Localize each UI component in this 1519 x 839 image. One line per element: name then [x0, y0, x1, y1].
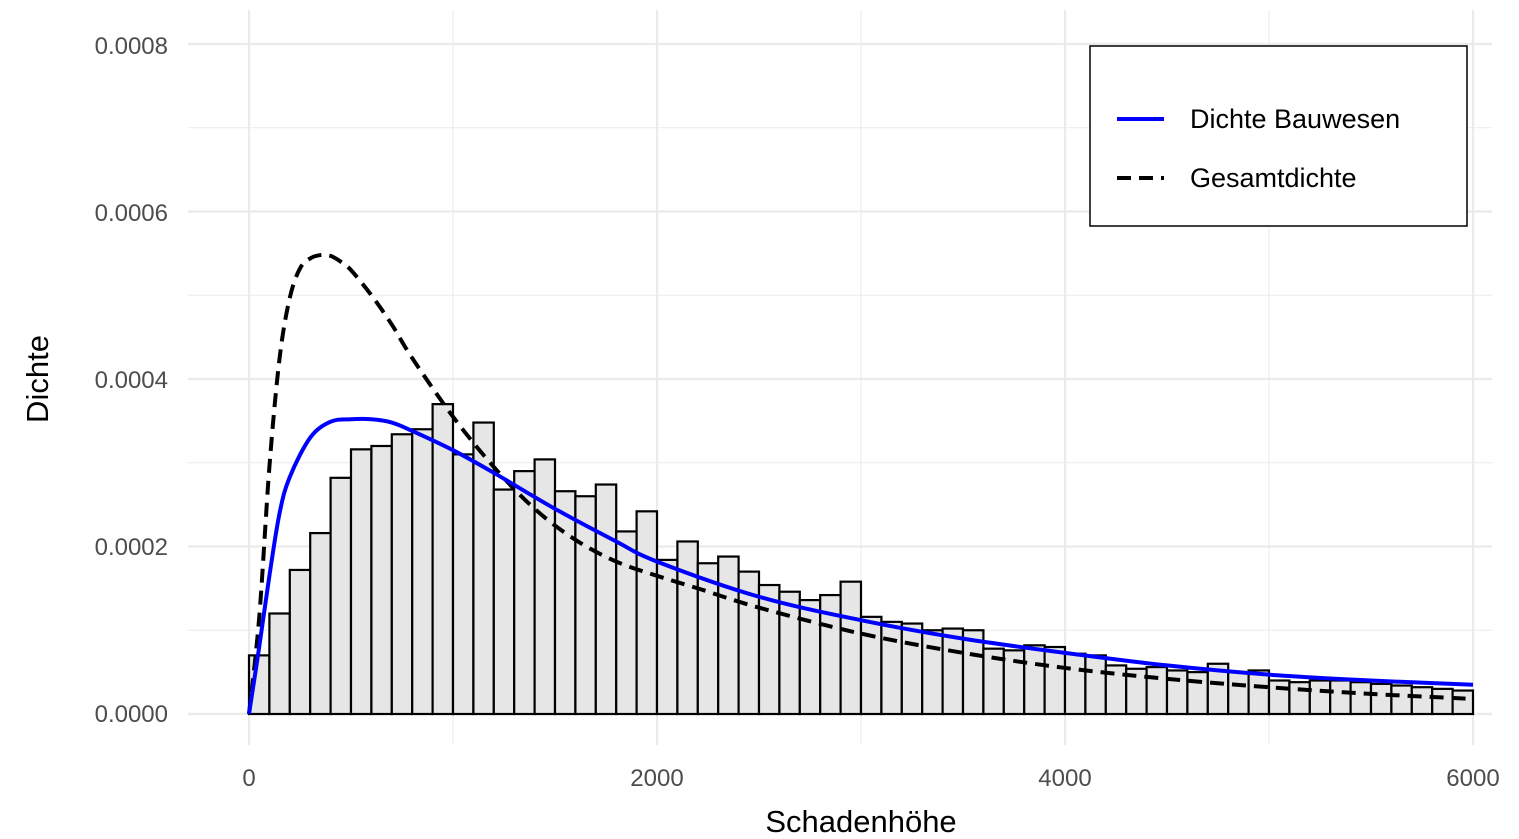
legend-box [1089, 45, 1468, 227]
histogram-bar [1023, 644, 1046, 716]
histogram-bar [717, 555, 740, 716]
histogram-bar [1247, 669, 1271, 716]
histogram-bar [798, 598, 822, 716]
y-tick-label: 0.0004 [95, 367, 168, 394]
histogram-bar [1165, 669, 1189, 716]
histogram-bar [1145, 665, 1169, 716]
histogram-bar [1329, 679, 1352, 716]
histogram-bar [1410, 686, 1434, 716]
y-tick-label: 0.0000 [95, 701, 168, 728]
histogram-bar [1288, 681, 1311, 716]
histogram-bar [615, 530, 638, 716]
y-axis-title: Dichte [20, 335, 55, 423]
histogram-bar [1227, 671, 1250, 716]
y-tick-label: 0.0006 [95, 200, 168, 227]
histogram-bar [329, 476, 353, 716]
histogram-bar [309, 531, 332, 716]
histogram-bar [594, 483, 618, 716]
histogram-bar [492, 488, 516, 716]
histogram-bar [1349, 681, 1373, 716]
density-lines [247, 252, 1474, 715]
x-tick-label: 2000 [630, 765, 683, 792]
histogram-bar [1186, 671, 1209, 716]
histogram-bar [757, 583, 781, 716]
histogram-bar [288, 568, 312, 716]
histogram-bar [1431, 687, 1454, 716]
histogram-bar [859, 615, 883, 716]
histogram-bar [1267, 679, 1291, 716]
histogram-bar [635, 510, 659, 716]
x-tick-label: 0 [242, 765, 255, 792]
histogram-bar [553, 490, 577, 716]
legend: Dichte Bauwesen Gesamtdichte [1089, 45, 1468, 227]
gesamtdichte-line [247, 252, 1474, 715]
histogram-bar [370, 444, 393, 716]
histogram-bar [941, 627, 965, 716]
histogram-bar [1390, 684, 1413, 716]
histogram-bar [1043, 645, 1067, 716]
histogram-bar [268, 612, 291, 716]
y-axis-tick-labels: 0.0000 0.0002 0.0004 0.0006 0.0008 [95, 33, 168, 728]
histogram-bar [880, 620, 903, 716]
y-tick-label: 0.0002 [95, 534, 168, 561]
histogram-bar [1308, 679, 1332, 716]
histogram-bar [900, 622, 924, 716]
x-axis-tick-labels: 0 2000 4000 6000 [242, 765, 1499, 792]
histogram-bar [921, 629, 944, 716]
histogram-bar [696, 562, 720, 716]
x-axis-title: Schadenhöhe [765, 804, 956, 839]
histogram-bar [1084, 654, 1107, 716]
histogram-bar [349, 448, 373, 716]
y-tick-label: 0.0008 [95, 33, 168, 60]
histogram-bar [676, 540, 699, 716]
histogram-bar [1369, 682, 1393, 716]
x-tick-label: 6000 [1446, 765, 1499, 792]
x-tick-label: 4000 [1038, 765, 1091, 792]
legend-label: Gesamtdichte [1190, 163, 1357, 193]
histogram-bar [390, 433, 414, 716]
histogram-bar [778, 590, 801, 716]
dichte-bauwesen-line [247, 416, 1474, 715]
legend-label: Dichte Bauwesen [1190, 104, 1400, 134]
histogram-bar [1063, 652, 1087, 716]
histogram-bar [1451, 689, 1475, 716]
histogram-bar [839, 580, 863, 716]
histogram-bar [513, 470, 536, 716]
histogram-bar [411, 428, 434, 716]
histogram-bar [451, 453, 475, 716]
